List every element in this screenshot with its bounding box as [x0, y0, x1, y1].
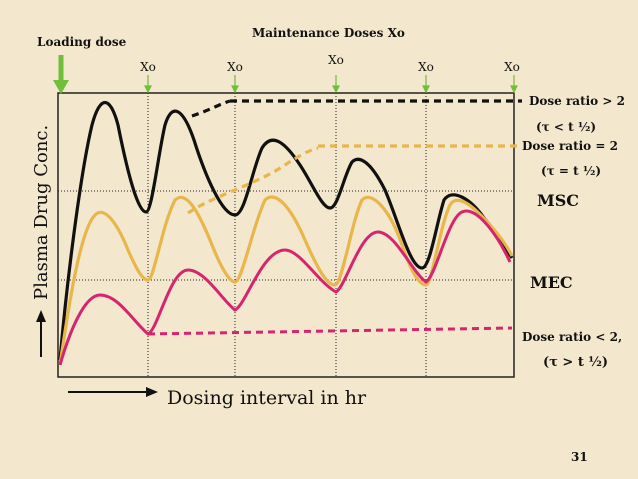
loading-dose-label: Loading dose [37, 35, 127, 49]
dose-mark-5: Xo [504, 60, 520, 74]
dose-time-markers [144, 75, 518, 94]
dosing-interval-gridlines [147, 93, 427, 377]
msc-label: MSC [537, 191, 579, 210]
y-axis-arrow [36, 310, 46, 357]
y-axis-label: Plasma Drug Conc. [31, 125, 52, 300]
dose-mark-4: Xo [418, 60, 434, 74]
page-number: 31 [571, 450, 588, 464]
dose-ratio-lt-label: Dose ratio < 2, [522, 330, 622, 344]
maintenance-doses-title: Maintenance Doses Xo [252, 26, 405, 40]
dose-ratio-gt-condition: (τ < t ½) [536, 120, 596, 134]
dose-mark-2: Xo [227, 60, 243, 74]
pink-curve-dose-ratio-lt-2 [58, 209, 512, 366]
pink-dashed-plateau [147, 326, 513, 336]
x-axis-label: Dosing interval in hr [167, 387, 367, 409]
plot-frame [57, 92, 515, 378]
dose-mark-3: Xo [328, 53, 344, 67]
mec-label: MEC [530, 273, 573, 292]
black-dashed-accumulation [191, 99, 231, 118]
yellow-dashed-accumulation [187, 146, 319, 215]
yellow-curve-dose-ratio-eq-2 [58, 195, 514, 366]
dose-ratio-gt-label: Dose ratio > 2 [529, 94, 625, 108]
dose-mark-1: Xo [140, 60, 156, 74]
black-curve-dose-ratio-gt-2 [58, 101, 514, 361]
loading-dose-arrow [53, 55, 69, 94]
dose-ratio-eq-condition: (τ = t ½) [541, 164, 601, 178]
dose-ratio-eq-label: Dose ratio = 2 [522, 139, 618, 153]
dose-ratio-lt-condition: (τ > t ½) [543, 355, 608, 370]
x-axis-arrow [68, 387, 158, 397]
